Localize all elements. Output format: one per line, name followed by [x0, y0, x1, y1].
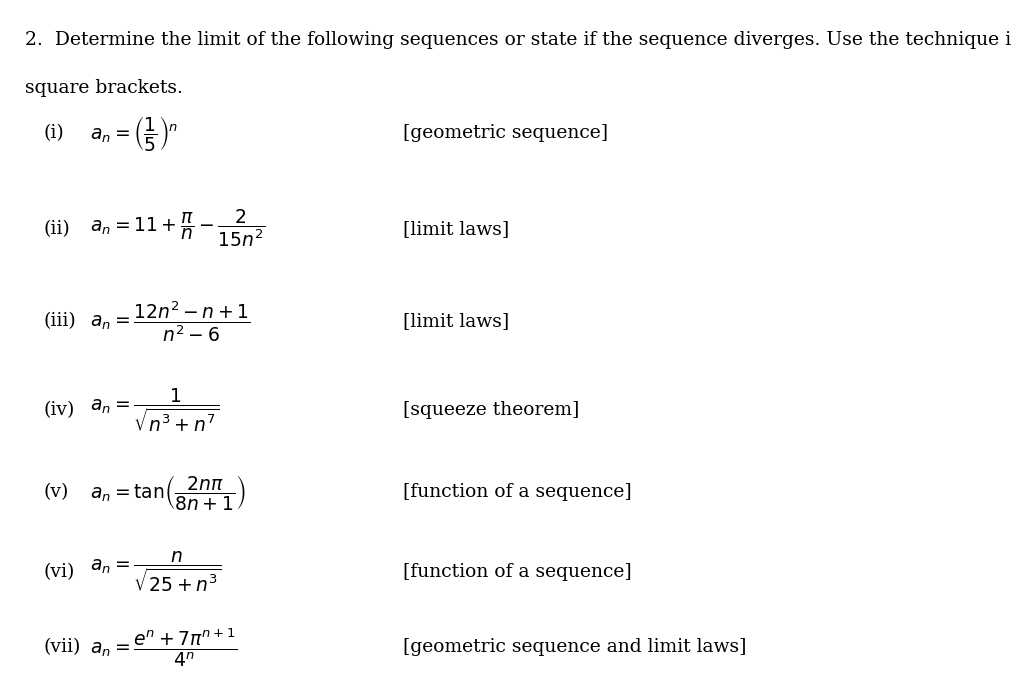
Text: (i): (i)	[43, 125, 65, 142]
Text: (vi): (vi)	[43, 563, 75, 581]
Text: $a_n = \dfrac{12n^2 - n + 1}{n^2 - 6}$: $a_n = \dfrac{12n^2 - n + 1}{n^2 - 6}$	[90, 299, 251, 343]
Text: (v): (v)	[43, 483, 69, 501]
Text: $a_n = \dfrac{e^n + 7\pi^{n+1}}{4^n}$: $a_n = \dfrac{e^n + 7\pi^{n+1}}{4^n}$	[90, 626, 237, 669]
Text: square brackets.: square brackets.	[24, 79, 182, 96]
Text: $a_n = \left(\dfrac{1}{5}\right)^{n}$: $a_n = \left(\dfrac{1}{5}\right)^{n}$	[90, 114, 178, 153]
Text: $a_n = \dfrac{1}{\sqrt{n^3 + n^7}}$: $a_n = \dfrac{1}{\sqrt{n^3 + n^7}}$	[90, 386, 219, 433]
Text: [squeeze theorem]: [squeeze theorem]	[402, 401, 578, 419]
Text: $a_n = \dfrac{n}{\sqrt{25 + n^3}}$: $a_n = \dfrac{n}{\sqrt{25 + n^3}}$	[90, 550, 221, 594]
Text: (iv): (iv)	[43, 401, 75, 419]
Text: [geometric sequence and limit laws]: [geometric sequence and limit laws]	[402, 639, 745, 656]
Text: $a_n = 11 + \dfrac{\pi}{n} - \dfrac{2}{15n^2}$: $a_n = 11 + \dfrac{\pi}{n} - \dfrac{2}{1…	[90, 208, 265, 250]
Text: [function of a sequence]: [function of a sequence]	[402, 563, 631, 581]
Text: [function of a sequence]: [function of a sequence]	[402, 483, 631, 501]
Text: (ii): (ii)	[43, 220, 71, 238]
Text: [limit laws]: [limit laws]	[402, 220, 509, 238]
Text: [geometric sequence]: [geometric sequence]	[402, 125, 608, 142]
Text: 2.  Determine the limit of the following sequences or state if the sequence dive: 2. Determine the limit of the following …	[24, 31, 1011, 49]
Text: $a_n = \tan\!\left(\dfrac{2n\pi}{8n+1}\right)$: $a_n = \tan\!\left(\dfrac{2n\pi}{8n+1}\r…	[90, 473, 246, 512]
Text: [limit laws]: [limit laws]	[402, 312, 509, 330]
Text: (vii): (vii)	[43, 639, 81, 656]
Text: (iii): (iii)	[43, 312, 77, 330]
